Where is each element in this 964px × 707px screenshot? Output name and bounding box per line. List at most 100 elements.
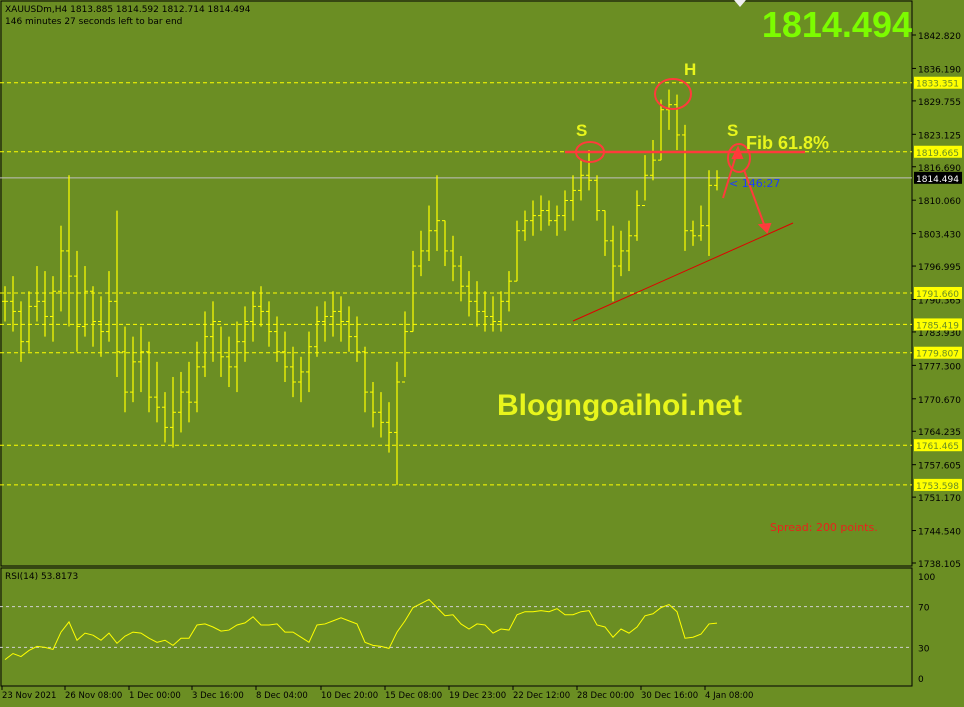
ohlc-bar [386,402,392,453]
rsi-tick-label: 0 [918,675,924,685]
ohlc-bar [130,336,136,403]
price-tick-label: 1738.105 [918,560,961,570]
current-price-box [914,171,962,184]
price-tick-label: 1744.540 [918,528,961,538]
main-pane-frame [0,0,913,567]
head-circle [654,78,692,110]
ohlc-bar [194,341,200,413]
ohlc-bar [2,286,8,322]
right-shoulder-label: S [727,121,739,140]
ohlc-bar [290,346,296,398]
ohlc-bar [674,94,680,151]
ohlc-bar [210,301,216,362]
ohlc-bar [266,301,272,347]
ohlc-bar [242,306,248,362]
ohlc-bar [138,326,144,393]
rsi-line [4,598,718,661]
ohlc-bar [354,316,360,362]
time-label: 30 Dec 16:00 [641,691,698,701]
price-tick-label: 1790.365 [918,296,961,306]
ohlc-bar [698,205,704,241]
price-tick-label: 1751.170 [918,494,961,504]
arrow-down-icon [743,169,766,228]
arrowhead-down [757,222,772,234]
ohlc-bar [282,331,288,383]
autoscroll-marker-icon[interactable] [734,0,746,7]
current-price-large: 1814.494 [761,4,912,45]
bar-timer-text: 146 minutes 27 seconds left to bar end [5,17,183,27]
price-tick-label: 1764.235 [918,428,961,438]
ohlc-bar [178,371,184,433]
ohlc-bar [314,306,320,357]
ohlc-bar [298,356,304,403]
time-label: 26 Nov 08:00 [65,691,122,701]
ohlc-bar [410,250,416,333]
price-tick-label: 1836.190 [918,65,961,75]
ohlc-bar [634,190,640,241]
ohlc-bar [442,220,448,267]
ohlc-bar [154,361,160,423]
time-label: 23 Nov 2021 [2,691,56,701]
ohlc-bar [434,175,440,251]
ohlc-bar [506,271,512,312]
ohlc-bar [106,271,112,342]
price-tick-label: 1796.995 [918,263,961,273]
price-tick-label: 1829.755 [918,98,961,108]
level-price-box [914,478,962,491]
time-label: 8 Dec 04:00 [256,691,308,701]
level-price-label: 1753.598 [916,482,959,492]
price-tick-label: 1816.690 [918,164,961,174]
time-label: 10 Dec 20:00 [321,691,378,701]
price-tick-label: 1810.060 [918,197,961,207]
ohlc-bar [330,291,336,337]
ohlc-bar [650,139,656,181]
ohlc-bar [18,301,24,362]
rsi-tick-label: 70 [918,604,930,614]
ohlc-bar [42,271,48,337]
ohlc-bar [426,205,432,261]
left-shoulder-label: S [576,121,588,140]
ohlc-bar [162,392,168,443]
ohlc-bar [74,250,80,352]
time-label: 28 Dec 00:00 [577,691,634,701]
level-price-box [914,145,962,158]
ohlc-bar [714,170,720,191]
level-price-label: 1833.351 [916,80,959,90]
ohlc-bar [642,155,648,207]
ohlc-bar [58,225,64,312]
ohlc-bar [658,99,664,161]
current-price-label: 1814.494 [916,175,959,185]
ohlc-bar [50,276,56,342]
ohlc-bar [498,291,504,332]
time-label: 19 Dec 23:00 [449,691,506,701]
ohlc-bar [562,190,568,231]
ohlc-bar [170,376,176,448]
ohlc-bar [186,361,192,423]
fib-label: Fib 61.8% [746,133,830,153]
level-price-box [914,439,962,452]
ohlc-bar [202,311,208,377]
symbol-ohlc-header: XAUUSDm,H4 1813.885 1814.592 1812.714 18… [5,5,251,15]
ohlc-bar [218,321,224,377]
level-price-box [914,318,962,331]
ohlc-bar [10,276,16,332]
price-tick-label: 1803.430 [918,231,961,241]
trendline-support[interactable] [572,222,794,322]
bar-countdown: < 146:27 [729,177,781,190]
ohlc-bars [2,89,720,485]
ohlc-bar [530,200,536,236]
right-shoulder-circle [727,143,751,173]
rsi-pane-frame [0,567,913,687]
ohlc-bar [514,220,520,282]
time-label: 22 Dec 12:00 [513,691,570,701]
ohlc-bar [538,195,544,231]
ohlc-bar [338,296,344,342]
ohlc-bar [234,321,240,393]
rsi-indicator [0,598,912,661]
watermark: Blogngoaihoi.net [497,389,742,422]
drawing-objects[interactable] [565,78,805,322]
spread-text: Spread: 200 points. [770,521,878,534]
ohlc-bar [322,301,328,342]
level-price-box [914,286,962,299]
